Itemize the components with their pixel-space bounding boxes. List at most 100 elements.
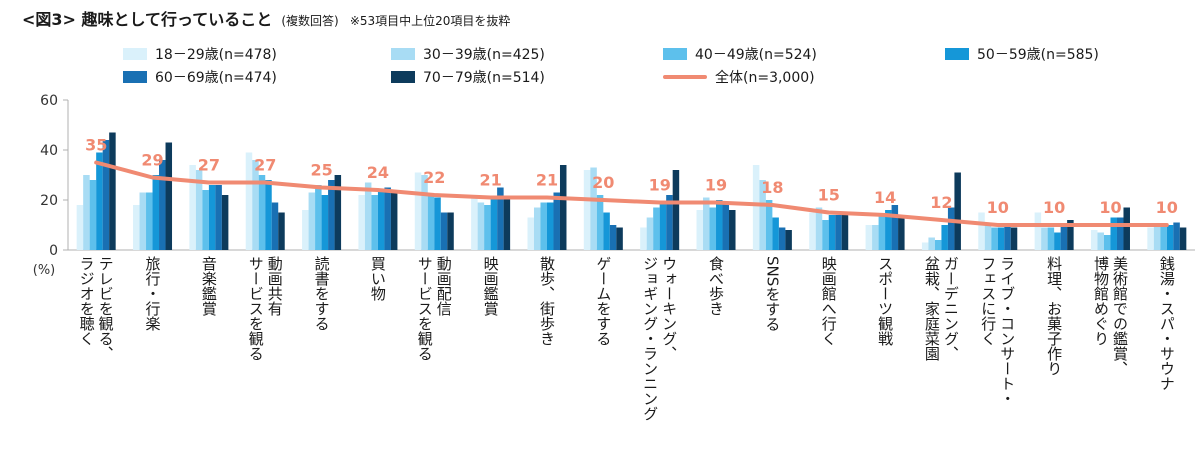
data-label-total: 27 xyxy=(254,156,276,175)
data-label-total: 35 xyxy=(85,136,107,155)
bar xyxy=(202,190,209,250)
bar xyxy=(898,215,905,250)
bar xyxy=(835,215,842,250)
bar xyxy=(978,212,985,250)
bar xyxy=(390,192,398,250)
bar xyxy=(1047,227,1055,250)
bar xyxy=(1097,232,1104,250)
bar xyxy=(646,217,654,250)
legend: 18－29歳(n=478) 30－39歳(n=425) 40－49歳(n=524… xyxy=(0,38,1200,90)
bar xyxy=(778,227,786,250)
x-tick-label: 銭湯・スパ・サウナ xyxy=(1158,256,1176,391)
bar xyxy=(159,160,166,250)
legend-label-60-69: 60－69歳(n=474) xyxy=(155,70,277,86)
x-tick-label: フェスに行く xyxy=(979,256,997,346)
bar xyxy=(809,212,816,250)
bar xyxy=(997,227,1005,250)
bar xyxy=(640,227,647,250)
bar xyxy=(841,215,849,250)
bar xyxy=(653,207,660,250)
x-tick-label: ジョギング・ランニング xyxy=(641,256,659,421)
bar xyxy=(828,215,836,250)
bar xyxy=(278,212,285,250)
bar xyxy=(321,195,329,250)
bar xyxy=(427,195,435,250)
data-label-total: 12 xyxy=(930,193,952,212)
data-label-total: 25 xyxy=(310,161,332,180)
bar xyxy=(878,215,886,250)
bar xyxy=(815,207,823,250)
bar xyxy=(583,170,591,250)
bar xyxy=(308,192,316,250)
x-tick-label: 旅行・行楽 xyxy=(144,256,162,331)
bar xyxy=(659,202,667,250)
bar xyxy=(765,200,773,250)
bar xyxy=(596,195,604,250)
bar xyxy=(102,140,110,250)
bar xyxy=(497,187,504,250)
data-label-total: 24 xyxy=(367,163,389,182)
x-tick-label: ウォーキング、 xyxy=(660,256,678,361)
bar xyxy=(245,152,253,250)
bar xyxy=(696,210,704,250)
bar xyxy=(208,185,216,250)
bar xyxy=(315,185,322,250)
legend-item-18-29: 18－29歳(n=478) xyxy=(123,44,277,64)
bar xyxy=(1010,227,1018,250)
bar xyxy=(447,212,454,250)
bar xyxy=(729,210,736,250)
data-label-total: 18 xyxy=(761,178,783,197)
bar xyxy=(703,197,710,250)
data-label-total: 29 xyxy=(141,151,163,170)
legend-item-50-59: 50－59歳(n=585) xyxy=(945,44,1099,64)
bar xyxy=(434,197,441,250)
bar xyxy=(371,195,378,250)
legend-label-30-39: 30－39歳(n=425) xyxy=(423,47,545,63)
bar xyxy=(1116,217,1124,250)
data-label-total: 20 xyxy=(592,173,614,192)
legend-label-70-79: 70－79歳(n=514) xyxy=(423,70,545,86)
legend-swatch-30-39 xyxy=(391,48,415,60)
series-line-total xyxy=(94,160,1169,227)
x-tick-label: 食べ歩き xyxy=(707,256,725,316)
bar xyxy=(546,202,554,250)
bar xyxy=(1054,232,1061,250)
y-tick-label: 0 xyxy=(49,243,58,259)
data-label-total: 15 xyxy=(818,186,840,205)
bar xyxy=(1147,227,1154,250)
x-tick-label: 美術館での鑑賞、 xyxy=(1111,256,1129,376)
data-label-total: 21 xyxy=(479,171,501,190)
bar xyxy=(133,205,140,250)
bar xyxy=(189,165,196,250)
legend-label-18-29: 18－29歳(n=478) xyxy=(155,47,277,63)
bar xyxy=(146,192,153,250)
y-tick-label: 20 xyxy=(40,193,58,209)
bar xyxy=(609,225,617,250)
bar xyxy=(265,180,272,250)
x-tick-label: SNSをする xyxy=(763,256,781,331)
x-tick-label: 音楽鑑賞 xyxy=(200,256,218,316)
chart-title: <図3> 趣味として行っていること (複数回答) ※53項目中上位20項目を抜粋 xyxy=(22,6,510,30)
bar xyxy=(759,180,766,250)
bar xyxy=(941,225,948,250)
legend-swatch-70-79 xyxy=(391,71,415,83)
bar xyxy=(984,222,992,250)
bar xyxy=(533,207,541,250)
y-tick-label: 40 xyxy=(40,143,58,159)
x-tick-label: 盆栽、家庭菜園 xyxy=(923,256,941,361)
legend-label-total: 全体(n=3,000) xyxy=(715,70,815,86)
chart-title-sub: (複数回答) xyxy=(281,14,339,28)
bar xyxy=(328,180,335,250)
bar xyxy=(490,197,498,250)
bar xyxy=(991,227,998,250)
x-tick-label: スポーツ観戦 xyxy=(876,256,894,347)
data-label-total: 10 xyxy=(987,198,1009,217)
bar xyxy=(76,205,84,250)
x-tick-label: 動画配信 xyxy=(435,256,453,316)
bar xyxy=(553,192,560,250)
bar xyxy=(83,175,90,250)
x-tick-label: 料理、お菓子作り xyxy=(1045,256,1063,376)
bar xyxy=(364,182,372,250)
bar xyxy=(1041,227,1048,250)
